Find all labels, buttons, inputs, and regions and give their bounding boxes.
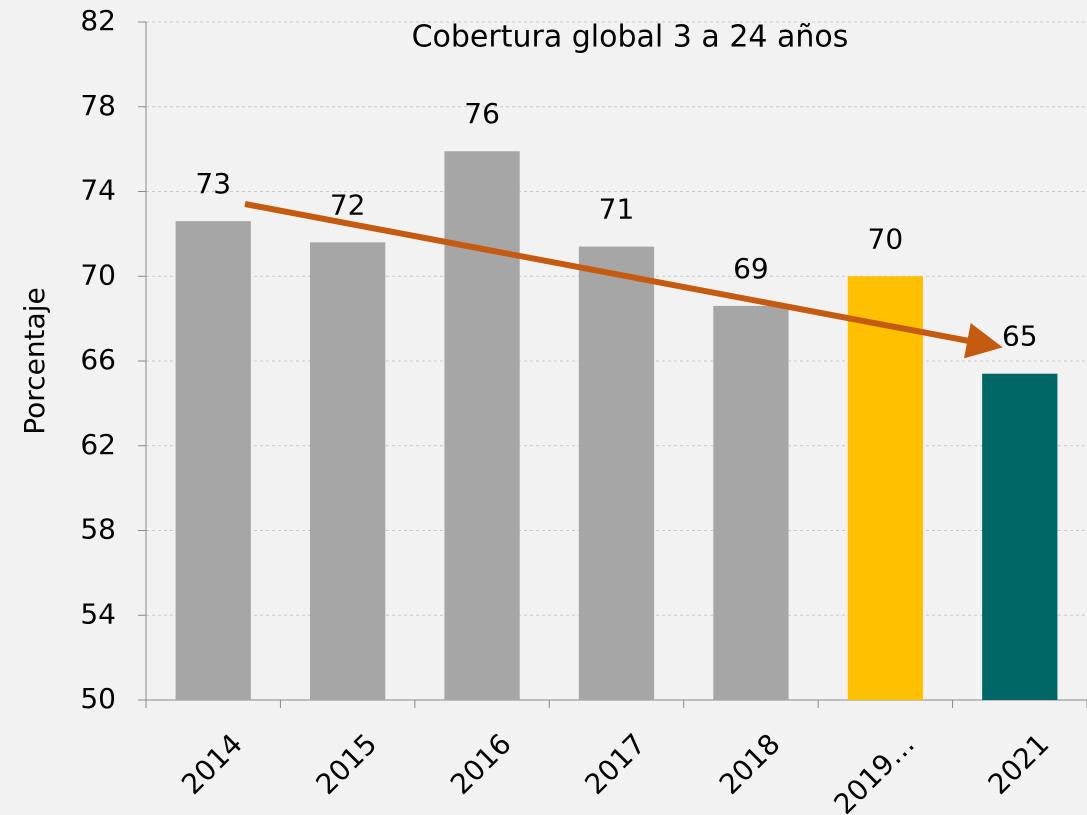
y-tick-label: 50 — [80, 682, 116, 715]
value-label: 73 — [195, 167, 231, 200]
y-tick-label: 66 — [80, 343, 116, 376]
bar — [847, 276, 923, 700]
y-tick-label: 62 — [80, 428, 116, 461]
bar — [982, 373, 1058, 700]
y-tick-label: 58 — [80, 513, 116, 546]
y-tick-label: 78 — [80, 89, 116, 122]
y-tick-label: 74 — [80, 174, 116, 207]
chart-title: Cobertura global 3 a 24 años — [412, 20, 849, 55]
value-label: 69 — [733, 252, 769, 285]
y-tick-label: 82 — [80, 4, 116, 37]
value-label: 76 — [464, 97, 500, 130]
bar — [310, 242, 386, 700]
bar — [713, 305, 789, 700]
trend-arrow — [244, 201, 1003, 359]
value-label: 72 — [330, 188, 366, 221]
y-axis-label: Porcentaje — [18, 287, 51, 434]
value-label: 65 — [1002, 320, 1038, 353]
y-tick-label: 70 — [80, 258, 116, 291]
bar — [578, 246, 655, 700]
bar — [175, 221, 251, 700]
value-label: 71 — [599, 193, 635, 226]
y-tick-label: 54 — [80, 597, 116, 630]
value-label: 70 — [868, 222, 904, 255]
bar — [444, 151, 520, 700]
